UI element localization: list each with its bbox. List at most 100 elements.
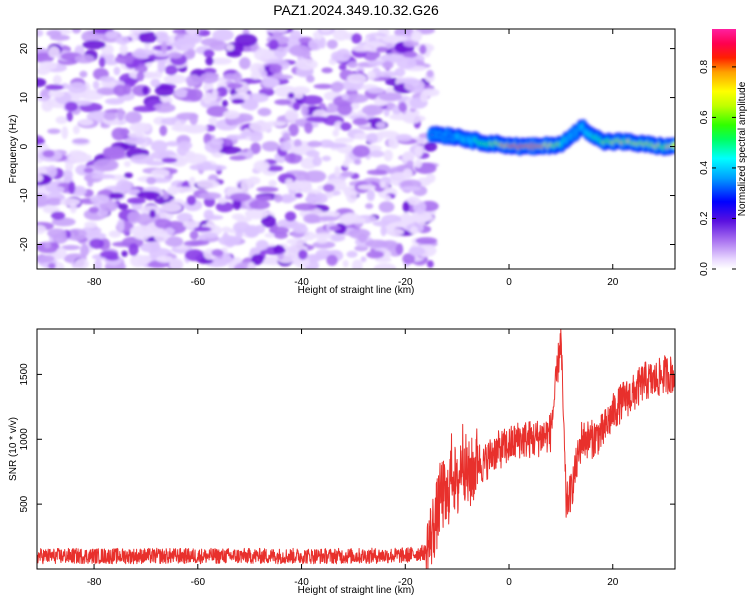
heatmap-cell — [334, 137, 354, 143]
heatmap-cell — [244, 208, 269, 220]
heatmap-cell — [402, 113, 422, 124]
heatmap-cell — [352, 145, 371, 158]
heatmap-cell — [154, 84, 175, 97]
heatmap-cell — [72, 125, 80, 135]
heatmap-cell — [183, 240, 203, 247]
heatmap-cell — [340, 122, 352, 131]
heatmap-cell — [408, 246, 425, 256]
heatmap-cell — [366, 87, 385, 94]
heatmap-cell — [348, 216, 366, 224]
heatmap-cell — [232, 72, 243, 83]
heatmap-cell — [293, 257, 310, 268]
heatmap-cell — [423, 141, 438, 152]
heatmap-cell — [353, 132, 369, 140]
heatmap-cell — [235, 229, 243, 241]
heatmap-cell — [402, 151, 415, 164]
heatmap-cell — [55, 247, 67, 260]
heatmap-cell — [365, 203, 374, 210]
heatmap-cell — [326, 39, 338, 50]
heatmap-cell — [223, 110, 240, 120]
heatmap-cell — [366, 250, 385, 259]
heatmap-cell — [37, 254, 55, 263]
heatmap-cell — [46, 185, 65, 194]
heatmap-cell — [261, 141, 280, 152]
heatmap-cell — [240, 99, 259, 110]
heatmap-cell — [217, 146, 242, 155]
heatmap-cell — [293, 139, 302, 148]
heatmap-cell — [240, 131, 263, 137]
heatmap-cell — [64, 101, 78, 112]
heatmap-cell — [67, 82, 88, 94]
heatmap-cell — [38, 61, 58, 71]
heatmap-cell — [334, 166, 341, 178]
heatmap-cell — [48, 46, 60, 58]
heatmap-cell — [300, 183, 313, 194]
heatmap-cell — [261, 214, 276, 228]
heatmap-cell — [79, 70, 88, 78]
heatmap-cell — [426, 69, 434, 78]
heatmap-cell — [88, 206, 100, 214]
heatmap-cell — [124, 111, 142, 124]
heatmap-cell — [48, 90, 65, 98]
spectrogram-x-tick-label: 0 — [506, 277, 512, 288]
heatmap-cell — [85, 232, 107, 240]
heatmap-cell — [127, 197, 146, 205]
heatmap-cell — [226, 51, 242, 58]
heatmap-cell — [306, 75, 315, 83]
heatmap-cell — [231, 98, 245, 104]
heatmap-cell — [115, 36, 130, 45]
heatmap-cell — [199, 72, 219, 84]
heatmap-cell — [345, 93, 369, 104]
heatmap-cell — [133, 105, 157, 113]
heatmap-cell — [129, 29, 151, 34]
heatmap-cell — [325, 142, 347, 148]
heatmap-cell — [109, 192, 125, 200]
heatmap-cell — [284, 211, 297, 222]
spectrogram-x-tick-label: 20 — [607, 277, 619, 288]
heatmap-cell — [187, 79, 194, 88]
heatmap-cell — [255, 195, 273, 201]
heatmap-cell — [225, 137, 233, 146]
heatmap-cell — [293, 225, 309, 234]
heatmap-cell — [425, 173, 436, 183]
heatmap-cell — [366, 189, 375, 201]
heatmap-cell — [209, 40, 228, 51]
heatmap-cell — [374, 257, 392, 263]
heatmap-cell — [169, 258, 184, 269]
heatmap-cell — [184, 249, 204, 262]
heatmap-cell — [150, 140, 168, 153]
heatmap-cell — [210, 138, 224, 146]
heatmap-cell — [326, 254, 338, 266]
heatmap-cell — [68, 181, 76, 195]
heatmap-cell — [240, 180, 252, 191]
heatmap-cell — [328, 225, 341, 231]
heatmap-cell — [402, 253, 416, 265]
signal-trace-core — [671, 142, 675, 149]
heatmap-cell — [381, 240, 398, 249]
heatmap-cell — [150, 78, 161, 88]
spectrogram-x-axis-label: Height of straight line (km) — [298, 285, 415, 296]
heatmap-cell — [102, 147, 126, 160]
heatmap-cell — [342, 259, 349, 268]
heatmap-cell — [396, 57, 417, 70]
heatmap-cell — [367, 70, 376, 81]
heatmap-cell — [395, 243, 404, 255]
heatmap-cell — [72, 138, 90, 144]
colorbar-tick-label: 0.0 — [699, 262, 710, 276]
heatmap-cell — [256, 186, 279, 193]
heatmap-cell — [123, 172, 133, 179]
heatmap-cell — [375, 121, 386, 129]
heatmap-cell — [47, 128, 61, 135]
heatmap-cell — [404, 78, 425, 92]
snr-x-tick-label: -60 — [191, 577, 206, 588]
heatmap-cell — [164, 236, 184, 247]
heatmap-cell — [320, 211, 341, 218]
spectrogram-x-tick-label: -40 — [294, 277, 309, 288]
heatmap-cell — [304, 170, 327, 183]
heatmap-cell — [315, 238, 328, 244]
heatmap-cell — [44, 241, 51, 249]
spectrogram-panel: -80 -60 -40 -20 0 20 -20 -10 0 10 20 Height of st… — [8, 28, 676, 296]
heatmap-cell — [98, 56, 106, 68]
